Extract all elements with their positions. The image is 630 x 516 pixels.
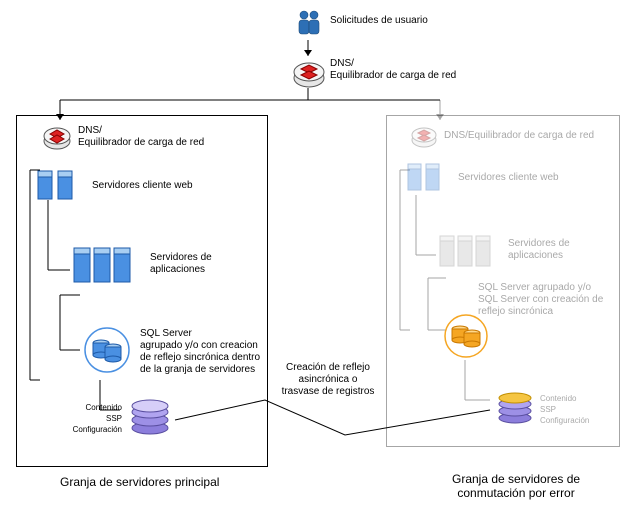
failover-web-icon — [404, 158, 450, 199]
failover-web-label: Servidores cliente web — [458, 172, 559, 184]
primary-app-label: Servidores de aplicaciones — [150, 252, 212, 276]
primary-db-icon — [128, 398, 172, 441]
primary-web-label: Servidores cliente web — [92, 180, 193, 192]
failover-dns-icon — [410, 122, 438, 153]
failover-app-icon — [438, 228, 500, 275]
failover-sql-icon — [442, 312, 490, 363]
top-dns-label: DNS/ Equilibrador de carga de red — [330, 58, 456, 82]
primary-web-icon — [34, 165, 84, 208]
failover-app-label: Servidores de aplicaciones — [508, 238, 570, 262]
primary-dns-icon — [42, 122, 72, 155]
primary-sql-icon — [82, 325, 132, 378]
primary-db1: Contenido — [72, 403, 122, 413]
primary-sql-label: SQL Server agrupado y/o con creacion de … — [140, 328, 260, 376]
primary-farm-title: Granja de servidores principal — [60, 475, 219, 489]
failover-db2: SSP — [540, 405, 556, 415]
primary-app-icon — [72, 240, 142, 291]
center-mirror-label: Creación de reflejo asincrónica o trasva… — [278, 362, 378, 398]
failover-sql-label: SQL Server agrupado y/o SQL Server con c… — [478, 282, 603, 318]
failover-db-icon — [495, 390, 535, 431]
t-dns-l2: Equilibrador de carga de red — [330, 70, 456, 81]
failover-db1: Contenido — [540, 394, 576, 404]
primary-dns-label: DNS/ Equilibrador de carga de red — [78, 125, 204, 149]
users-icon — [294, 8, 324, 43]
t-dns-l1: DNS/ — [330, 58, 354, 69]
users-label: Solicitudes de usuario — [330, 15, 428, 27]
failover-dns-label: DNS/Equilibrador de carga de red — [444, 130, 594, 142]
failover-db3: Configuración — [540, 416, 589, 426]
top-dns-icon — [292, 56, 326, 93]
failover-farm-title: Granja de servidores de conmutación por … — [452, 472, 580, 501]
primary-db3: Configuración — [72, 425, 122, 435]
primary-db2: SSP — [72, 414, 122, 424]
